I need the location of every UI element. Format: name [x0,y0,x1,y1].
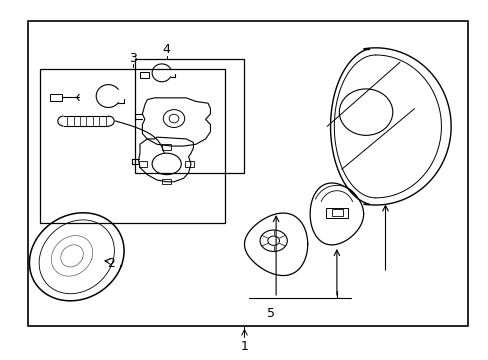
Bar [138,161,147,167]
Text: 3: 3 [128,52,136,65]
Bar [162,144,170,150]
Bar [162,179,170,184]
Bar [140,72,148,78]
Text: 1: 1 [240,339,248,352]
Bar [331,209,342,216]
Bar [135,59,244,173]
Text: 2: 2 [107,257,115,270]
Bar [28,21,467,327]
Text: 4: 4 [163,43,170,56]
Bar [325,207,347,218]
Bar [40,69,224,223]
Bar [50,94,62,102]
Text: 5: 5 [267,307,275,320]
Bar [185,161,194,167]
